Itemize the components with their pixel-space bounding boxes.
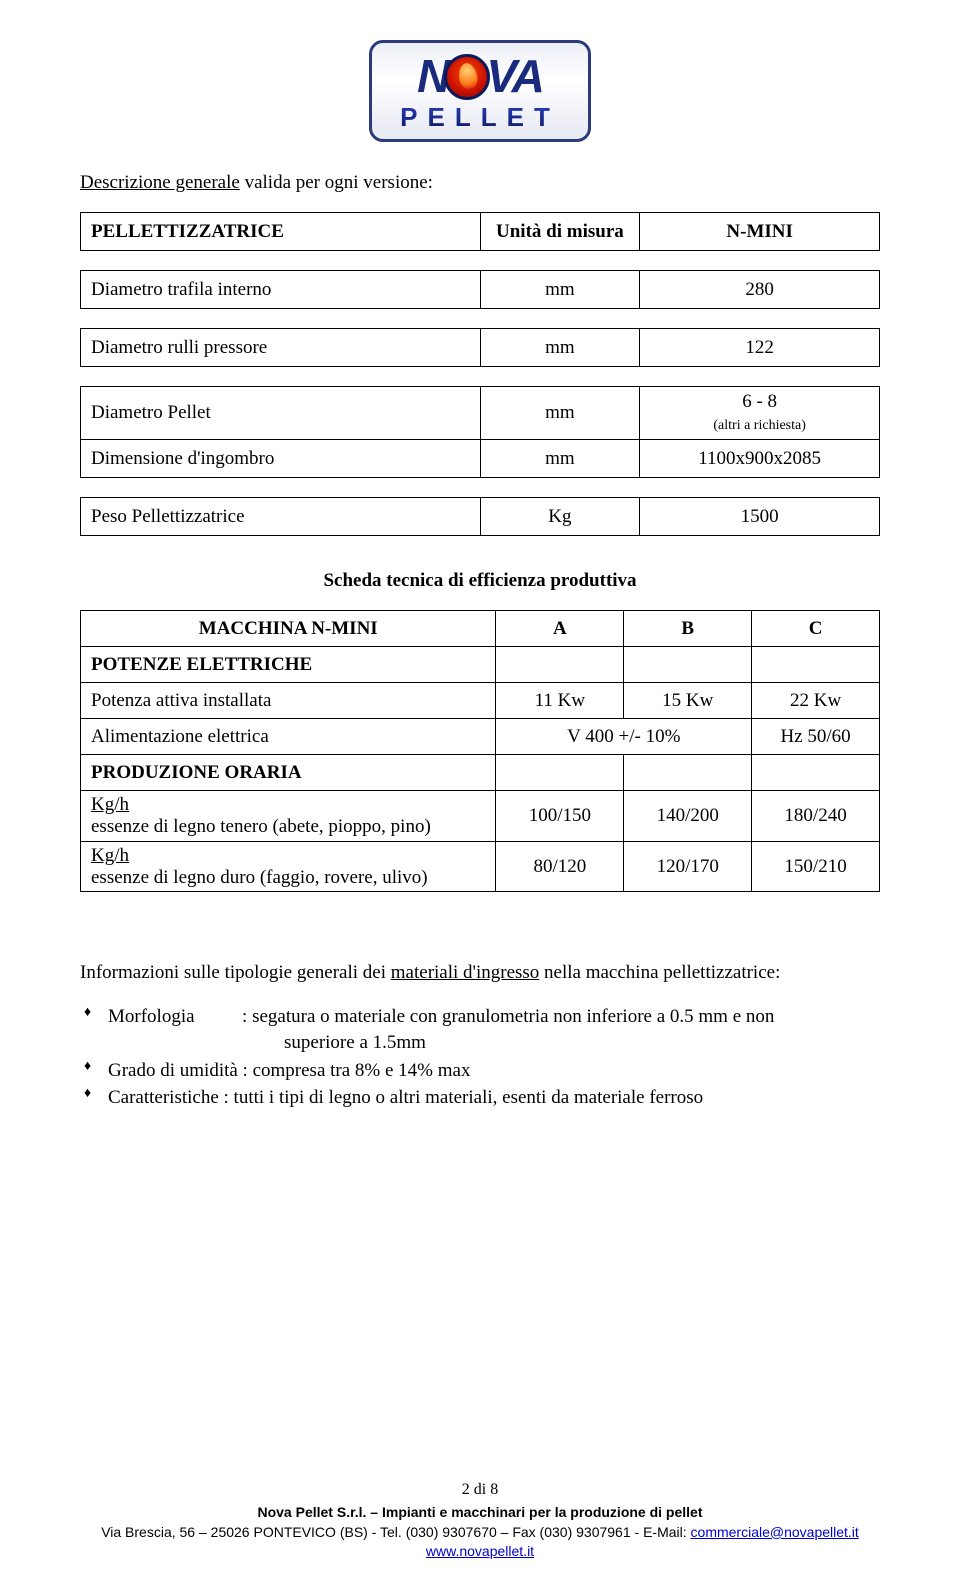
cell: Kg xyxy=(480,498,640,536)
table-row: MACCHINA N-MINI A B C xyxy=(81,611,880,647)
header-cell: B xyxy=(624,611,752,647)
bullet-text: : segatura o materiale con granulometria… xyxy=(242,1006,774,1027)
info-prefix: Informazioni sulle tipologie generali de… xyxy=(80,962,391,983)
info-paragraph: Informazioni sulle tipologie generali de… xyxy=(80,962,880,984)
cell-label: Kg/h xyxy=(91,794,129,815)
spec-table: PELLETTIZZATRICE Unità di misura N-MINI … xyxy=(80,212,880,536)
cell: V 400 +/- 10% xyxy=(496,719,752,755)
cell: 180/240 xyxy=(752,791,880,842)
cell-value: 6 - 8 xyxy=(742,391,777,412)
table-row: POTENZE ELETTRICHE xyxy=(81,647,880,683)
bullet-continuation: superiore a 1.5mm xyxy=(108,1030,880,1056)
section-title-underlined: Descrizione generale xyxy=(80,172,240,193)
cell: 6 - 8 (altri a richiesta) xyxy=(640,387,880,440)
table-row: PRODUZIONE ORARIA xyxy=(81,755,880,791)
footer-web-link[interactable]: www.novapellet.it xyxy=(426,1543,534,1559)
header-cell: Unità di misura xyxy=(480,213,640,251)
header-cell: N-MINI xyxy=(640,213,880,251)
cell: Potenza attiva installata xyxy=(81,683,496,719)
logo-container: NVA PELLET xyxy=(80,40,880,142)
logo-main: NVA xyxy=(400,53,560,100)
logo-text-right: VA xyxy=(486,50,543,102)
cell xyxy=(752,647,880,683)
cell-label: Kg/h xyxy=(91,845,129,866)
cell: Alimentazione elettrica xyxy=(81,719,496,755)
footer-address-text: Via Brescia, 56 – 25026 PONTEVICO (BS) -… xyxy=(101,1524,690,1540)
cell-desc: essenze di legno duro (faggio, rovere, u… xyxy=(91,867,428,888)
cell: mm xyxy=(480,271,640,309)
cell: 280 xyxy=(640,271,880,309)
header-cell: A xyxy=(496,611,624,647)
list-item: Morfologia : segatura o materiale con gr… xyxy=(80,1004,880,1055)
header-cell: MACCHINA N-MINI xyxy=(81,611,496,647)
logo-sub: PELLET xyxy=(400,102,560,133)
cell: 120/170 xyxy=(624,841,752,892)
page-footer: 2 di 8 Nova Pellet S.r.l. – Impianti e m… xyxy=(0,1479,960,1562)
section-title: Descrizione generale valida per ogni ver… xyxy=(80,172,880,194)
cell: 11 Kw xyxy=(496,683,624,719)
cell: Hz 50/60 xyxy=(752,719,880,755)
cell-note: (altri a richiesta) xyxy=(713,418,806,433)
cell: mm xyxy=(480,440,640,478)
cell xyxy=(624,755,752,791)
cell: Diametro rulli pressore xyxy=(81,329,481,367)
cell: 140/200 xyxy=(624,791,752,842)
section-title-rest: valida per ogni versione: xyxy=(240,172,433,193)
page-number: 2 di 8 xyxy=(0,1479,960,1501)
cell: Peso Pellettizzatrice xyxy=(81,498,481,536)
category-cell: POTENZE ELETTRICHE xyxy=(81,647,496,683)
table-row: PELLETTIZZATRICE Unità di misura N-MINI xyxy=(81,213,880,251)
table-row: Diametro Pellet mm 6 - 8 (altri a richie… xyxy=(81,387,880,440)
list-item: Caratteristiche : tutti i tipi di legno … xyxy=(80,1085,880,1111)
info-underlined: materiali d'ingresso xyxy=(391,962,540,983)
cell xyxy=(496,755,624,791)
header-cell: PELLETTIZZATRICE xyxy=(81,213,481,251)
list-item: Grado di umidità : compresa tra 8% e 14%… xyxy=(80,1058,880,1084)
footer-address: Via Brescia, 56 – 25026 PONTEVICO (BS) -… xyxy=(0,1523,960,1543)
cell: 100/150 xyxy=(496,791,624,842)
sub-heading: Scheda tecnica di efficienza produttiva xyxy=(80,570,880,592)
cell: Kg/h essenze di legno tenero (abete, pio… xyxy=(81,791,496,842)
cell: 150/210 xyxy=(752,841,880,892)
category-cell: PRODUZIONE ORARIA xyxy=(81,755,496,791)
table-row: Dimensione d'ingombro mm 1100x900x2085 xyxy=(81,440,880,478)
table-row: Kg/h essenze di legno duro (faggio, rove… xyxy=(81,841,880,892)
table-row: Alimentazione elettrica V 400 +/- 10% Hz… xyxy=(81,719,880,755)
cell: 1100x900x2085 xyxy=(640,440,880,478)
table-row: Peso Pellettizzatrice Kg 1500 xyxy=(81,498,880,536)
flame-icon xyxy=(444,54,490,100)
cell-desc: essenze di legno tenero (abete, pioppo, … xyxy=(91,816,431,837)
cell: 122 xyxy=(640,329,880,367)
cell: Kg/h essenze di legno duro (faggio, rove… xyxy=(81,841,496,892)
cell: Diametro Pellet xyxy=(81,387,481,440)
cell: 1500 xyxy=(640,498,880,536)
cell xyxy=(496,647,624,683)
cell: mm xyxy=(480,387,640,440)
cell: Diametro trafila interno xyxy=(81,271,481,309)
efficiency-table: MACCHINA N-MINI A B C POTENZE ELETTRICHE… xyxy=(80,610,880,892)
footer-email-link[interactable]: commerciale@novapellet.it xyxy=(691,1524,859,1540)
cell xyxy=(752,755,880,791)
header-cell: C xyxy=(752,611,880,647)
cell: 22 Kw xyxy=(752,683,880,719)
bullet-label: Morfologia xyxy=(108,1006,195,1027)
table-row: Diametro trafila interno mm 280 xyxy=(81,271,880,309)
cell: mm xyxy=(480,329,640,367)
info-suffix: nella macchina pellettizzatrice: xyxy=(539,962,780,983)
cell: Dimensione d'ingombro xyxy=(81,440,481,478)
footer-company: Nova Pellet S.r.l. – Impianti e macchina… xyxy=(0,1503,960,1523)
cell xyxy=(624,647,752,683)
table-row: Potenza attiva installata 11 Kw 15 Kw 22… xyxy=(81,683,880,719)
cell: 80/120 xyxy=(496,841,624,892)
cell: 15 Kw xyxy=(624,683,752,719)
table-row: Diametro rulli pressore mm 122 xyxy=(81,329,880,367)
table-row: Kg/h essenze di legno tenero (abete, pio… xyxy=(81,791,880,842)
bullet-list: Morfologia : segatura o materiale con gr… xyxy=(80,1004,880,1111)
logo-box: NVA PELLET xyxy=(369,40,591,142)
